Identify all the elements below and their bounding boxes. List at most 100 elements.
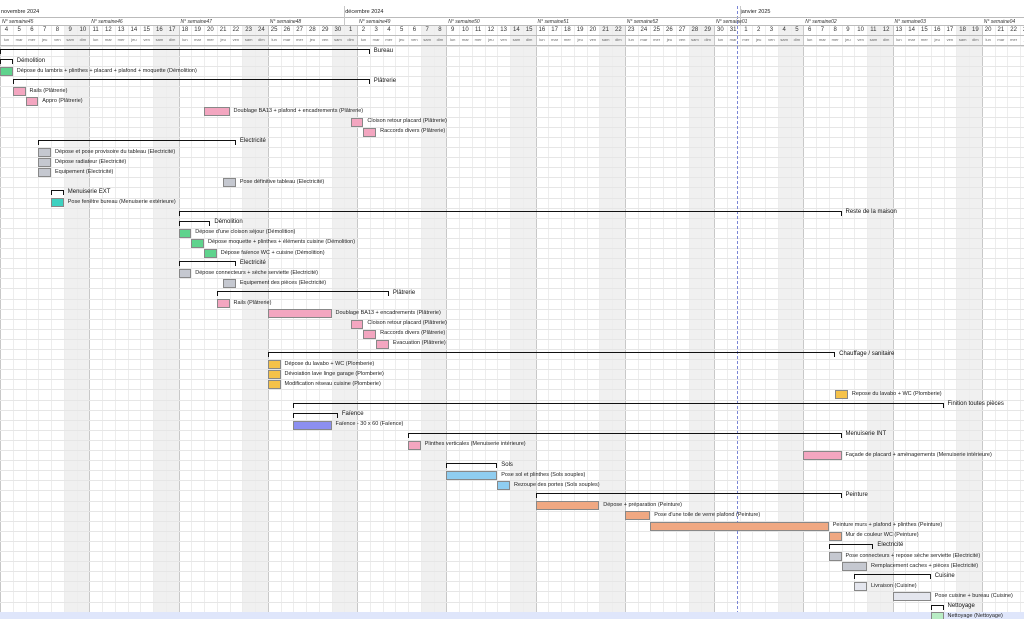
task-bar[interactable] xyxy=(191,238,204,248)
task-bar[interactable] xyxy=(0,67,13,76)
day-number: 10 xyxy=(462,27,469,33)
day-gridline xyxy=(650,26,652,619)
day-name: ven xyxy=(411,37,418,42)
summary-label: Peinture xyxy=(845,491,868,498)
day-name: ven xyxy=(54,37,61,42)
task-bar[interactable] xyxy=(216,299,230,309)
task-bar[interactable] xyxy=(38,157,51,167)
task-bar[interactable] xyxy=(828,551,842,561)
task-bar[interactable] xyxy=(12,87,26,97)
row-gridline xyxy=(0,157,1024,159)
task-bar[interactable] xyxy=(223,178,236,188)
day-name: lun xyxy=(628,37,634,42)
row-gridline xyxy=(0,399,1024,401)
day-name: lun xyxy=(182,37,188,42)
day-gridline xyxy=(561,26,562,619)
day-number: 3 xyxy=(769,27,774,33)
task-bar[interactable] xyxy=(446,471,498,480)
summary-bar[interactable] xyxy=(446,463,498,469)
task-bar[interactable] xyxy=(803,450,842,460)
task-bar[interactable] xyxy=(841,561,867,571)
day-gridline xyxy=(918,26,919,619)
day-gridline xyxy=(637,26,639,619)
task-label: Pose cuisine + bureau (Cuisine) xyxy=(934,592,1013,599)
task-bar[interactable] xyxy=(38,168,51,177)
day-gridline xyxy=(828,26,830,619)
task-bar[interactable] xyxy=(267,309,332,319)
row-gridline xyxy=(0,268,1024,270)
task-bar[interactable] xyxy=(497,481,510,491)
summary-bar[interactable] xyxy=(267,352,836,357)
summary-bar[interactable] xyxy=(178,220,211,226)
summary-label: Bureau xyxy=(373,47,394,54)
task-label: Pose fenêtre bureau (Menuiserie extérieu… xyxy=(67,199,176,205)
task-label: Peinture murs + plafond + plinthes (Pein… xyxy=(832,522,943,529)
row-gridline xyxy=(0,177,1024,179)
day-name: lun xyxy=(717,37,724,42)
day-number: 22 xyxy=(1010,27,1017,33)
task-bar[interactable] xyxy=(267,380,281,390)
task-bar[interactable] xyxy=(350,319,364,329)
task-bar[interactable] xyxy=(650,521,829,531)
day-number: 20 xyxy=(984,27,992,33)
summary-bar[interactable] xyxy=(178,210,842,216)
day-name: dim xyxy=(258,37,265,42)
day-number: 14 xyxy=(908,27,915,33)
task-bar[interactable] xyxy=(293,420,332,430)
summary-bar[interactable] xyxy=(216,291,389,297)
day-gridline xyxy=(943,26,945,619)
week-label: N° semaine02 xyxy=(805,19,837,25)
task-bar[interactable] xyxy=(25,97,39,107)
task-bar[interactable] xyxy=(854,582,867,592)
summary-bar[interactable] xyxy=(178,261,236,267)
summary-bar[interactable] xyxy=(0,49,370,54)
task-bar[interactable] xyxy=(51,198,64,208)
day-name: ven xyxy=(321,37,329,42)
day-number: 23 xyxy=(627,27,635,33)
task-bar[interactable] xyxy=(267,359,281,369)
day-number: 17 xyxy=(168,27,176,33)
summary-bar[interactable] xyxy=(0,59,13,65)
task-label: Dépose d'une cloison séjour (Démolition) xyxy=(195,229,296,236)
task-bar[interactable] xyxy=(204,248,217,258)
summary-bar[interactable] xyxy=(408,432,842,438)
summary-bar[interactable] xyxy=(51,190,64,196)
summary-bar[interactable] xyxy=(535,493,842,499)
row-gridline xyxy=(0,136,1024,138)
summary-bar[interactable] xyxy=(12,79,370,85)
summary-bar[interactable] xyxy=(930,604,944,610)
task-bar[interactable] xyxy=(892,592,931,602)
task-bar[interactable] xyxy=(267,370,281,379)
summary-bar[interactable] xyxy=(828,543,874,549)
task-bar[interactable] xyxy=(835,390,848,400)
task-bar[interactable] xyxy=(38,147,51,157)
summary-bar[interactable] xyxy=(38,139,236,145)
task-bar[interactable] xyxy=(204,107,230,117)
task-bar[interactable] xyxy=(535,501,600,511)
day-name: lun xyxy=(271,37,277,42)
day-name: sam xyxy=(423,37,431,42)
summary-bar[interactable] xyxy=(293,402,944,408)
day-name: lun xyxy=(539,37,545,42)
today-marker xyxy=(736,6,738,619)
task-bar[interactable] xyxy=(223,279,236,289)
summary-bar[interactable] xyxy=(293,412,338,418)
day-number: 2 xyxy=(361,27,366,33)
summary-bar[interactable] xyxy=(854,574,931,580)
task-bar[interactable] xyxy=(363,127,377,137)
task-bar[interactable] xyxy=(350,117,364,127)
task-bar[interactable] xyxy=(408,440,421,450)
summary-label: Nettoyage xyxy=(947,603,975,609)
task-bar[interactable] xyxy=(178,269,192,278)
task-bar[interactable] xyxy=(930,612,944,619)
day-name: ven xyxy=(857,37,864,42)
task-bar[interactable] xyxy=(178,228,192,238)
task-label: Livraison (Cuisine) xyxy=(871,582,917,589)
day-name: jeu xyxy=(41,37,48,42)
task-bar[interactable] xyxy=(376,339,389,349)
task-bar[interactable] xyxy=(363,329,377,339)
task-bar[interactable] xyxy=(828,531,842,541)
task-bar[interactable] xyxy=(624,511,651,521)
week-label: N° semaine01 xyxy=(716,19,748,25)
